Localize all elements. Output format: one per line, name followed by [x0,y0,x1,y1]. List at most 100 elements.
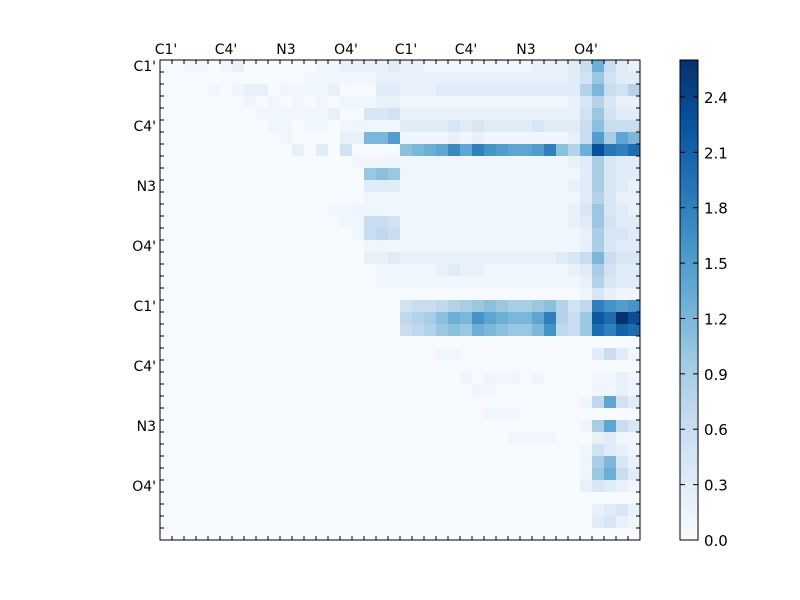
heatmap-cell [364,480,377,493]
heatmap-cell [160,72,173,85]
heatmap-cell [568,276,581,289]
heatmap-cell [628,240,641,253]
heatmap-cell [628,528,641,541]
heatmap-cell [340,120,353,133]
heatmap-cell [316,408,329,421]
heatmap-cell [532,456,545,469]
heatmap-cell [364,60,377,73]
heatmap-cell [160,84,173,97]
heatmap-cell [292,132,305,145]
heatmap-cell [328,516,341,529]
heatmap-cell [436,216,449,229]
y-tick-label: N3 [137,179,156,195]
heatmap-cell [196,252,209,265]
heatmap-cell [628,276,641,289]
heatmap-cell [508,504,521,517]
heatmap-cell [508,168,521,181]
heatmap-cell [532,336,545,349]
heatmap-cell [304,240,317,253]
heatmap-cell [220,324,233,337]
heatmap-cell [460,372,473,385]
heatmap-cell [340,72,353,85]
heatmap-cell [568,216,581,229]
heatmap-cell [388,204,401,217]
heatmap-cell [616,60,629,73]
heatmap-cell [460,432,473,445]
heatmap-cell [160,348,173,361]
heatmap-cell [316,276,329,289]
heatmap-cell [160,312,173,325]
heatmap-cell [580,528,593,541]
heatmap-cell [232,240,245,253]
heatmap-cell [292,396,305,409]
heatmap-cell [340,216,353,229]
heatmap-cell [232,300,245,313]
heatmap-cell [172,228,185,241]
heatmap-cell [592,288,605,301]
heatmap-cell [268,180,281,193]
heatmap-cell [400,504,413,517]
heatmap-cell [508,60,521,73]
heatmap-cell [376,360,389,373]
heatmap-cell [568,228,581,241]
heatmap-cell [508,420,521,433]
heatmap-cell [532,300,545,313]
heatmap-cell [544,396,557,409]
heatmap-cell [268,528,281,541]
heatmap-cell [376,396,389,409]
heatmap-cell [460,384,473,397]
heatmap-cell [196,324,209,337]
heatmap-cell [232,312,245,325]
heatmap-cell [544,468,557,481]
heatmap-cell [460,108,473,121]
heatmap-cell [592,444,605,457]
heatmap-cell [472,444,485,457]
heatmap-cell [520,468,533,481]
heatmap-cell [532,420,545,433]
heatmap-cell [172,192,185,205]
heatmap-cell [292,84,305,97]
heatmap-cell [412,528,425,541]
heatmap-cell [568,396,581,409]
heatmap-cell [424,516,437,529]
heatmap-cell [292,324,305,337]
heatmap-cell [328,252,341,265]
heatmap-cell [448,132,461,145]
heatmap-cell [556,96,569,109]
heatmap-cell [496,276,509,289]
heatmap-cell [436,84,449,97]
heatmap-cell [496,132,509,145]
heatmap-cell [364,216,377,229]
heatmap-cell [328,216,341,229]
heatmap-cell [220,408,233,421]
heatmap-cell [208,504,221,517]
heatmap-cell [448,468,461,481]
heatmap-cell [256,108,269,121]
heatmap-cell [472,240,485,253]
heatmap-cell [220,432,233,445]
heatmap-cell [628,216,641,229]
heatmap-cell [328,372,341,385]
heatmap-cell [376,156,389,169]
heatmap-cell [232,528,245,541]
heatmap-cell [508,348,521,361]
heatmap-cell [232,432,245,445]
heatmap-cell [304,360,317,373]
heatmap-cell [544,192,557,205]
heatmap-cell [304,408,317,421]
heatmap-cell [412,348,425,361]
heatmap-cell [496,480,509,493]
heatmap-cell [316,372,329,385]
heatmap-cell [460,144,473,157]
heatmap-cell [472,420,485,433]
heatmap-cell [292,504,305,517]
heatmap-cell [208,492,221,505]
heatmap-cell [268,384,281,397]
heatmap-cell [616,156,629,169]
heatmap-cell [304,456,317,469]
heatmap-cell [172,84,185,97]
heatmap-cell [628,144,641,157]
heatmap-cell [568,120,581,133]
heatmap-cell [376,336,389,349]
heatmap-cell [244,120,257,133]
